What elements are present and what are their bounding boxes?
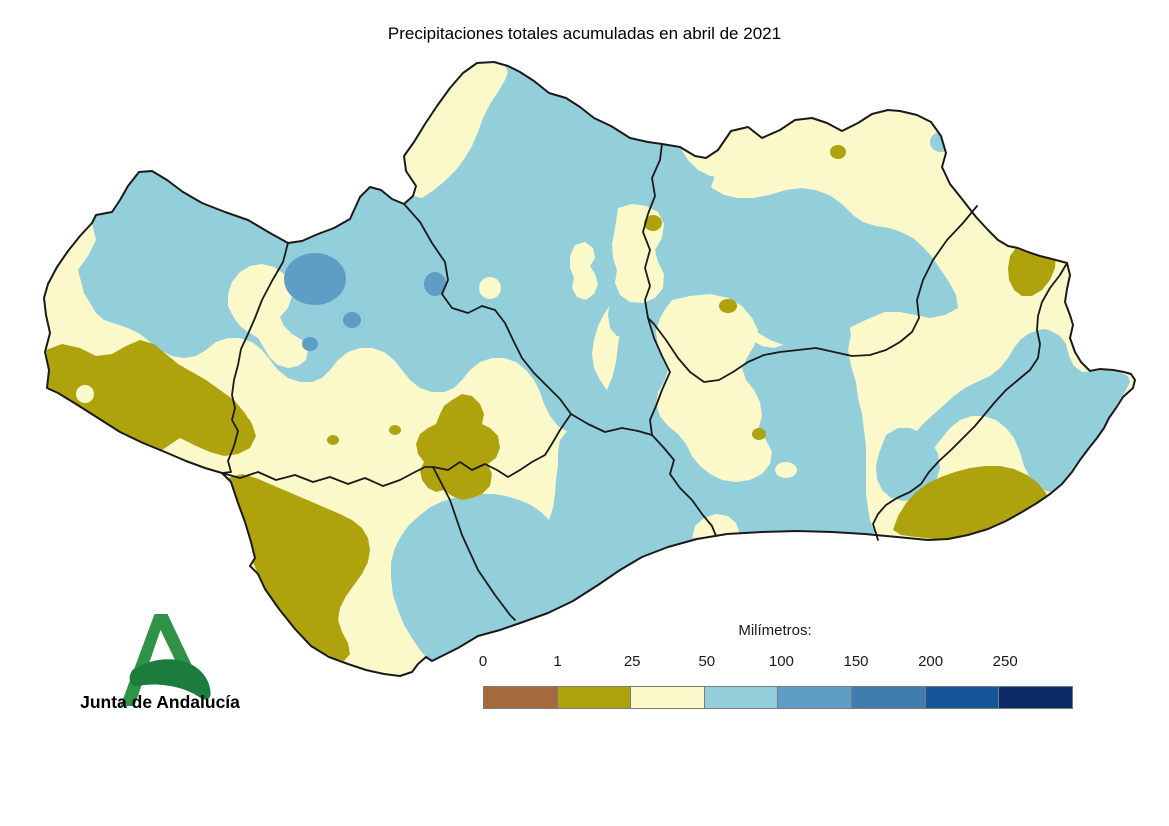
legend-swatch-200-250: [924, 686, 1000, 709]
region-precip-25-50-islets: [570, 242, 598, 300]
region-precip-25-50-hole: [479, 277, 501, 299]
legend-tick-0: 0: [478, 653, 488, 670]
region-precip-1-25-dot: [389, 425, 401, 435]
region-precip-100-150-main: [284, 253, 346, 305]
legend-swatch-150-200: [850, 686, 926, 709]
legend-ticks: 0 1 25 50 100 150 200 250: [479, 653, 1083, 671]
region-precip-25-50-north-wedge: [404, 62, 508, 198]
legend-tick-25: 25: [623, 653, 641, 670]
legend-tick-200: 200: [918, 653, 944, 670]
region-precip-50-100-almeria-west: [876, 428, 940, 501]
region-precip-25-50-corridor-central: [656, 294, 772, 482]
legend-color-bar: [483, 686, 1080, 709]
region-precip-1-25-cadiz: [228, 474, 370, 661]
region-precip-100-150-dot: [424, 272, 446, 296]
map-title: Precipitaciones totales acumuladas en ab…: [387, 24, 782, 43]
province-boundaries: [221, 143, 1068, 621]
legend: Milímetros: 0 1 25 50 100 150 200 250: [479, 620, 1083, 715]
legend-tick-150: 150: [843, 653, 869, 670]
legend-swatch-100-150: [777, 686, 852, 709]
region-precip-1-25-dot: [719, 299, 737, 313]
legend-tick-50: 50: [698, 653, 716, 670]
region-precip-25-50-north-strip: [680, 110, 946, 200]
legend-tick-250: 250: [992, 653, 1018, 670]
legend-swatch-250+: [998, 686, 1073, 709]
region-precip-100-150-dot: [343, 312, 361, 328]
region-precip-25-50-huelva-hole: [76, 385, 94, 403]
junta-logo-a-icon: [120, 614, 211, 706]
region-precip-50-100-almeria-east: [912, 329, 1130, 492]
junta-de-andalucia-logo: Junta de Andalucía: [50, 608, 270, 718]
region-precip-50-100-northwest: [78, 62, 714, 434]
legend-swatch-1-25: [556, 686, 632, 709]
logo-a-swoosh: [129, 659, 211, 700]
legend-tick-1: 1: [553, 653, 562, 670]
region-precip-1-25-dot: [752, 428, 766, 440]
legend-swatch-50-100: [703, 686, 779, 709]
legend-swatch-25-50: [630, 686, 705, 709]
region-precip-25-50-oval: [775, 462, 797, 478]
region-precip-1-25-dot: [830, 145, 846, 159]
region-outline: [43, 61, 1136, 677]
region-precip-1-25-huelva-coast: [46, 340, 256, 456]
legend-tick-100: 100: [768, 653, 794, 670]
legend-title: Milímetros:: [738, 622, 812, 639]
region-precip-1-25-dot: [644, 215, 662, 231]
region-precip-1-25-dot: [239, 418, 251, 428]
logo-text: Junta de Andalucía: [80, 692, 240, 712]
legend-swatch-0-1: [483, 686, 558, 709]
region-precip-50-100-central-south: [391, 292, 878, 661]
region-precip-25-50-coast-pocket: [692, 514, 739, 538]
region-precip-100-150-dot: [302, 337, 318, 351]
region-precip-1-25-dot: [327, 435, 339, 445]
